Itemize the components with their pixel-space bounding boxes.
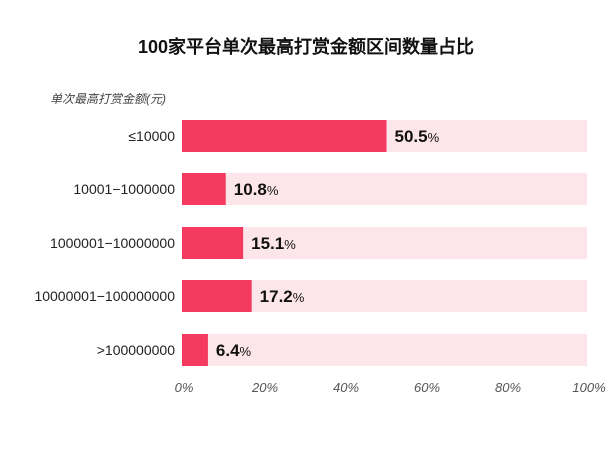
x-tick-label: 100%	[572, 380, 605, 395]
bar-track	[182, 227, 587, 259]
bar	[182, 334, 208, 366]
category-label: ≤10000	[128, 128, 175, 144]
x-tick-label: 0%	[175, 380, 194, 395]
bar-track	[182, 173, 587, 205]
x-tick-label: 40%	[333, 380, 359, 395]
data-label: 15.1%	[251, 234, 296, 253]
category-label: 10000001−100000000	[34, 288, 175, 304]
x-tick-label: 20%	[251, 380, 278, 395]
bar	[182, 120, 387, 152]
data-label: 6.4%	[216, 341, 252, 360]
bar	[182, 173, 226, 205]
data-label-unit: %	[428, 130, 440, 145]
data-label: 17.2%	[260, 287, 305, 306]
bar	[182, 280, 252, 312]
category-label: >100000000	[97, 342, 175, 358]
data-label-unit: %	[293, 290, 305, 305]
bar	[182, 227, 244, 259]
data-label: 50.5%	[395, 127, 440, 146]
data-label-unit: %	[284, 237, 296, 252]
category-label: 1000001−10000000	[50, 235, 175, 251]
data-label-unit: %	[267, 183, 279, 198]
category-label: 10001−1000000	[73, 181, 175, 197]
bar-track	[182, 334, 587, 366]
y-axis-label: 单次最高打赏金额(元)	[50, 92, 166, 106]
data-label-unit: %	[240, 344, 252, 359]
data-label: 10.8%	[234, 180, 279, 199]
x-tick-label: 80%	[495, 380, 521, 395]
chart-title: 100家平台单次最高打赏金额区间数量占比	[137, 37, 475, 57]
x-tick-label: 60%	[414, 380, 440, 395]
